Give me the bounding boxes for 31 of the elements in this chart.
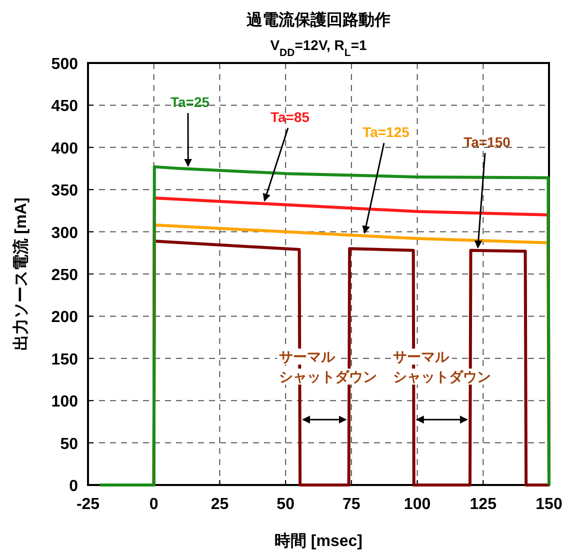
annotation: シャットダウン [392, 368, 491, 385]
y-tick-label: 100 [51, 394, 78, 411]
x-tick-label: 150 [536, 496, 562, 513]
x-axis-title: 時間 [msec] [274, 532, 363, 550]
y-tick-label: 500 [51, 56, 78, 73]
text: Ta=25 [170, 94, 210, 110]
y-axis-title: 出力ソース電流 [mA] [11, 198, 30, 350]
chart-subtitle: V$_{DD}$=12V, R$_{L}$=1 [270, 37, 368, 59]
y-tick-label: 200 [51, 309, 78, 326]
y-tick-label: 0 [69, 478, 78, 495]
y-tick-label: 300 [51, 224, 78, 242]
x-tick-label: 100 [404, 496, 431, 513]
x-tick-label: 25 [210, 496, 229, 513]
y-tick-label: 450 [51, 98, 78, 116]
y-tick-label: 250 [51, 267, 78, 284]
annotation: シャットダウン [279, 368, 378, 385]
annotation: サーマル [279, 348, 336, 365]
x-tick-label: 75 [342, 496, 360, 513]
y-tick-label: 150 [51, 351, 78, 368]
text: Ta=150 [464, 134, 511, 150]
x-tick-label: 0 [149, 496, 158, 513]
x-tick-label: 125 [470, 496, 497, 513]
y-tick-label: 350 [51, 182, 78, 200]
y-tick-label: 50 [60, 436, 78, 453]
y-tick-label: 400 [51, 140, 78, 158]
annotation: サーマル [392, 348, 450, 365]
text: Ta=85 [270, 109, 310, 125]
chart-title: 過電流保護回路動作 [246, 10, 390, 29]
x-tick-label: -25 [76, 496, 100, 513]
text: Ta=125 [362, 124, 410, 140]
x-tick-label: 50 [276, 496, 295, 513]
